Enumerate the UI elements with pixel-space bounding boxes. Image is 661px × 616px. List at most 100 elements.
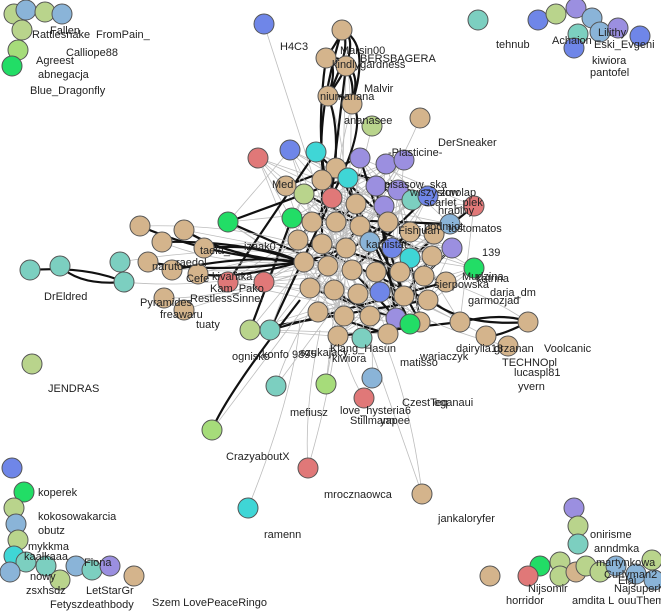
graph-node[interactable] — [315, 373, 337, 395]
graph-node[interactable] — [417, 185, 439, 207]
graph-node[interactable] — [173, 299, 195, 321]
graph-node[interactable] — [393, 285, 415, 307]
graph-node[interactable] — [253, 13, 275, 35]
graph-node[interactable] — [317, 255, 339, 277]
graph-node[interactable] — [399, 313, 421, 335]
graph-node[interactable] — [49, 569, 71, 591]
graph-node[interactable] — [323, 279, 345, 301]
graph-node[interactable] — [449, 311, 471, 333]
graph-node[interactable] — [517, 311, 539, 333]
graph-node[interactable] — [463, 195, 485, 217]
graph-node[interactable] — [399, 221, 421, 243]
graph-node[interactable] — [335, 55, 357, 77]
graph-node[interactable] — [193, 237, 215, 259]
graph-node[interactable] — [123, 565, 145, 587]
graph-node[interactable] — [217, 271, 239, 293]
graph-node[interactable] — [411, 483, 433, 505]
graph-node[interactable] — [113, 271, 135, 293]
graph-node[interactable] — [517, 565, 539, 587]
graph-node[interactable] — [109, 251, 131, 273]
graph-node[interactable] — [335, 237, 357, 259]
graph-node[interactable] — [311, 233, 333, 255]
graph-node[interactable] — [297, 457, 319, 479]
graph-node[interactable] — [607, 17, 629, 39]
graph-node[interactable] — [275, 175, 297, 197]
graph-node[interactable] — [467, 9, 489, 31]
graph-node[interactable] — [217, 211, 239, 233]
graph-node[interactable] — [161, 259, 183, 281]
graph-node[interactable] — [341, 259, 363, 281]
graph-node[interactable] — [393, 149, 415, 171]
graph-node[interactable] — [137, 251, 159, 273]
graph-node[interactable] — [299, 277, 321, 299]
graph-node[interactable] — [201, 419, 223, 441]
graph-node[interactable] — [15, 551, 37, 573]
graph-node[interactable] — [337, 167, 359, 189]
graph-node[interactable] — [265, 375, 287, 397]
graph-node[interactable] — [187, 263, 209, 285]
graph-node[interactable] — [239, 319, 261, 341]
graph-node[interactable] — [51, 3, 73, 25]
graph-node[interactable] — [0, 561, 21, 583]
graph-node[interactable] — [409, 107, 431, 129]
graph-node[interactable] — [441, 237, 463, 259]
graph-node[interactable] — [365, 175, 387, 197]
graph-node[interactable] — [497, 335, 519, 357]
graph-node[interactable] — [351, 327, 373, 349]
graph-node[interactable] — [35, 555, 57, 577]
graph-node[interactable] — [527, 9, 549, 31]
graph-node[interactable] — [439, 213, 461, 235]
graph-node[interactable] — [15, 0, 37, 21]
graph-node[interactable] — [1, 457, 23, 479]
graph-node[interactable] — [301, 211, 323, 233]
graph-node[interactable] — [349, 147, 371, 169]
graph-node[interactable] — [99, 555, 121, 577]
graph-node[interactable] — [331, 19, 353, 41]
graph-node[interactable] — [13, 481, 35, 503]
graph-node[interactable] — [545, 3, 567, 25]
graph-node[interactable] — [365, 261, 387, 283]
graph-node[interactable] — [321, 187, 343, 209]
graph-node[interactable] — [475, 325, 497, 347]
graph-node[interactable] — [21, 353, 43, 375]
graph-node[interactable] — [423, 223, 445, 245]
graph-node[interactable] — [359, 231, 381, 253]
graph-node[interactable] — [307, 301, 329, 323]
graph-node[interactable] — [389, 261, 411, 283]
graph-node[interactable] — [629, 25, 651, 47]
graph-node[interactable] — [317, 85, 339, 107]
graph-node[interactable] — [19, 259, 41, 281]
graph-node[interactable] — [565, 0, 587, 19]
graph-node[interactable] — [49, 255, 71, 277]
graph-node[interactable] — [369, 281, 391, 303]
graph-node[interactable] — [643, 569, 661, 591]
graph-node[interactable] — [1, 55, 23, 77]
graph-node[interactable] — [287, 229, 309, 251]
graph-node[interactable] — [567, 515, 589, 537]
graph-node[interactable] — [377, 211, 399, 233]
graph-node[interactable] — [361, 367, 383, 389]
graph-node[interactable] — [11, 19, 33, 41]
graph-node[interactable] — [333, 305, 355, 327]
graph-node[interactable] — [349, 215, 371, 237]
graph-node[interactable] — [325, 211, 347, 233]
graph-node[interactable] — [305, 141, 327, 163]
graph-node[interactable] — [151, 231, 173, 253]
graph-node[interactable] — [259, 319, 281, 341]
graph-node[interactable] — [279, 139, 301, 161]
graph-node[interactable] — [253, 271, 275, 293]
graph-node[interactable] — [435, 271, 457, 293]
graph-node[interactable] — [359, 305, 381, 327]
graph-node[interactable] — [421, 245, 443, 267]
graph-node[interactable] — [563, 37, 585, 59]
graph-node[interactable] — [341, 93, 363, 115]
graph-node[interactable] — [247, 147, 269, 169]
graph-node[interactable] — [417, 289, 439, 311]
graph-node[interactable] — [293, 183, 315, 205]
graph-node[interactable] — [377, 323, 399, 345]
graph-node[interactable] — [381, 237, 403, 259]
graph-node[interactable] — [479, 565, 501, 587]
graph-node[interactable] — [563, 497, 585, 519]
graph-node[interactable] — [293, 251, 315, 273]
graph-node[interactable] — [173, 219, 195, 241]
